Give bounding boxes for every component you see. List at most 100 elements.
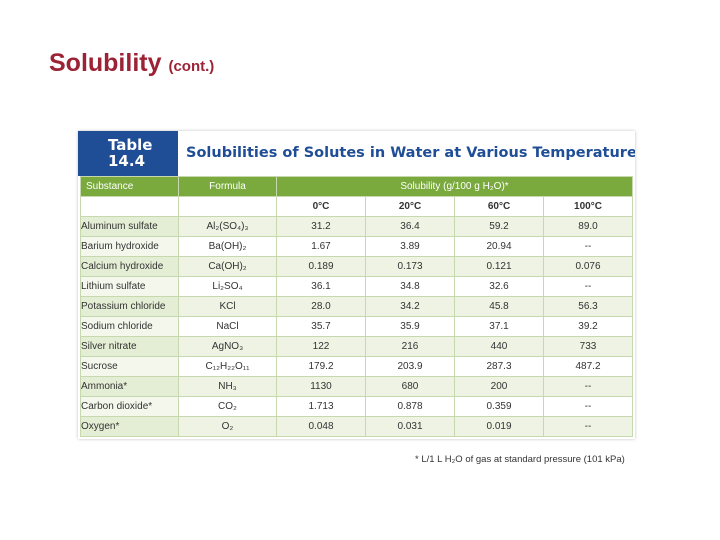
solubility-value-cell: 1130 [276,376,366,397]
formula-cell: O₂ [178,416,277,437]
slide-title-main: Solubility [49,49,162,77]
solubility-value-cell: 440 [454,336,544,357]
solubility-value-cell: 0.048 [276,416,366,437]
solubility-value-cell: 34.2 [365,296,455,317]
table-header: Table 14.4 Solubilities of Solutes in Wa… [78,131,635,176]
solubility-value-cell: 733 [543,336,633,357]
solubility-value-cell: 89.0 [543,216,633,237]
substance-cell: Sucrose [80,356,179,377]
table-row: Oxygen* O₂ 0.048 0.031 0.019 -- [80,416,633,437]
solubility-table: Substance Formula Solubility (g/100 g H₂… [80,176,633,437]
table-body: Aluminum sulfate Al₂(SO₄)₃ 31.2 36.4 59.2 89.… [80,216,633,437]
solubility-value-cell: 1.713 [276,396,366,417]
solubility-table-figure: Table 14.4 Solubilities of Solutes in Wa… [78,131,635,439]
solubility-value-cell: 0.121 [454,256,544,277]
substance-cell: Ammonia* [80,376,179,397]
table-row: Aluminum sulfate Al₂(SO₄)₃ 31.2 36.4 59.2 89.… [80,216,633,237]
formula-cell: NH₃ [178,376,277,397]
solubility-value-cell: 20.94 [454,236,544,257]
formula-cell: Al₂(SO₄)₃ [178,216,277,237]
table-label-number: 14.4 [108,152,146,170]
substance-cell: Calcium hydroxide [80,256,179,277]
formula-cell: CO₂ [178,396,277,417]
table-number-badge: Table 14.4 [78,131,178,176]
temp-header: 60°C [454,196,544,217]
solubility-value-cell: 200 [454,376,544,397]
table-row: Sucrose C₁₂H₂₂O₁₁ 179.2 203.9 287.3 487.2 [80,356,633,377]
solubility-value-cell: 28.0 [276,296,366,317]
table-caption: Solubilities of Solutes in Water at Vari… [186,145,635,161]
table-row: Carbon dioxide* CO₂ 1.713 0.878 0.359 -- [80,396,633,417]
solubility-value-cell: 59.2 [454,216,544,237]
formula-cell: Ca(OH)₂ [178,256,277,277]
substance-cell: Oxygen* [80,416,179,437]
solubility-value-cell: 3.89 [365,236,455,257]
solubility-value-cell: 0.878 [365,396,455,417]
solubility-value-cell: -- [543,236,633,257]
solubility-value-cell: 34.8 [365,276,455,297]
table-row: Barium hydroxide Ba(OH)₂ 1.67 3.89 20.94 -- [80,236,633,257]
temperature-header-row: 0°C 20°C 60°C 100°C [80,196,633,217]
substance-cell: Lithium sulfate [80,276,179,297]
substance-cell: Potassium chloride [80,296,179,317]
slide-title: Solubility (cont.) [49,48,214,82]
solubility-value-cell: 0.076 [543,256,633,277]
solubility-value-cell: 487.2 [543,356,633,377]
formula-cell: C₁₂H₂₂O₁₁ [178,356,277,377]
temp-header-blank [80,196,179,217]
solubility-value-cell: 287.3 [454,356,544,377]
substance-cell: Carbon dioxide* [80,396,179,417]
column-header-row: Substance Formula Solubility (g/100 g H₂… [80,176,633,197]
solubility-value-cell: 0.189 [276,256,366,277]
formula-cell: Li₂SO₄ [178,276,277,297]
table-row: Ammonia* NH₃ 1130 680 200 -- [80,376,633,397]
solubility-value-cell: 0.173 [365,256,455,277]
temp-header: 0°C [276,196,366,217]
solubility-value-cell: -- [543,276,633,297]
header-solubility: Solubility (g/100 g H₂O)* [276,176,633,197]
solubility-value-cell: 37.1 [454,316,544,337]
formula-cell: KCl [178,296,277,317]
solubility-value-cell: 35.9 [365,316,455,337]
table-label-word: Table [108,136,153,154]
solubility-value-cell: 36.4 [365,216,455,237]
solubility-value-cell: 0.359 [454,396,544,417]
slide-title-suffix: (cont.) [168,58,215,75]
header-substance: Substance [80,176,179,197]
solubility-value-cell: 39.2 [543,316,633,337]
substance-cell: Sodium chloride [80,316,179,337]
solubility-value-cell: 216 [365,336,455,357]
solubility-value-cell: 0.019 [454,416,544,437]
solubility-value-cell: 0.031 [365,416,455,437]
solubility-value-cell: 179.2 [276,356,366,377]
solubility-value-cell: 31.2 [276,216,366,237]
solubility-value-cell: 32.6 [454,276,544,297]
temp-header: 100°C [543,196,633,217]
table-row: Lithium sulfate Li₂SO₄ 36.1 34.8 32.6 -- [80,276,633,297]
solubility-value-cell: 1.67 [276,236,366,257]
substance-cell: Aluminum sulfate [80,216,179,237]
solubility-value-cell: -- [543,376,633,397]
solubility-value-cell: -- [543,396,633,417]
substance-cell: Barium hydroxide [80,236,179,257]
solubility-value-cell: -- [543,416,633,437]
solubility-value-cell: 122 [276,336,366,357]
solubility-value-cell: 680 [365,376,455,397]
solubility-value-cell: 36.1 [276,276,366,297]
solubility-value-cell: 35.7 [276,316,366,337]
substance-cell: Silver nitrate [80,336,179,357]
temp-header-blank [178,196,277,217]
table-footnote: * L/1 L H₂O of gas at standard pressure … [415,454,625,465]
solubility-value-cell: 56.3 [543,296,633,317]
table-row: Calcium hydroxide Ca(OH)₂ 0.189 0.173 0.121 0… [80,256,633,277]
header-formula: Formula [178,176,277,197]
temp-header: 20°C [365,196,455,217]
formula-cell: NaCl [178,316,277,337]
formula-cell: Ba(OH)₂ [178,236,277,257]
table-row: Sodium chloride NaCl 35.7 35.9 37.1 39.2 [80,316,633,337]
table-row: Potassium chloride KCl 28.0 34.2 45.8 56.3 [80,296,633,317]
solubility-value-cell: 45.8 [454,296,544,317]
table-row: Silver nitrate AgNO₃ 122 216 440 733 [80,336,633,357]
formula-cell: AgNO₃ [178,336,277,357]
solubility-value-cell: 203.9 [365,356,455,377]
